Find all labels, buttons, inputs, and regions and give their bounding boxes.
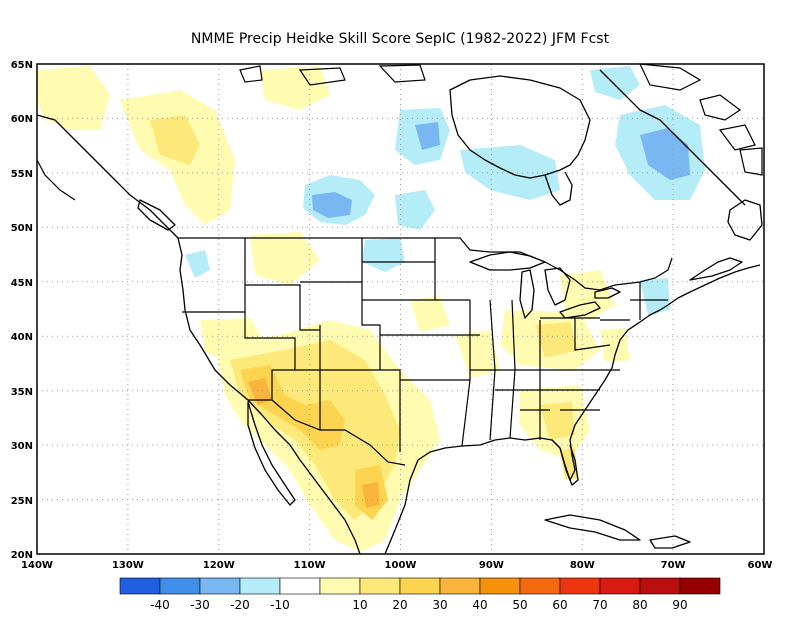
positive-skill-area bbox=[37, 66, 110, 130]
negative-skill-area bbox=[185, 250, 210, 278]
colorbar-swatch bbox=[439, 577, 481, 595]
figure-title: NMME Precip Heidke Skill Score SepIC (19… bbox=[191, 31, 610, 47]
latitude-label: 40N bbox=[11, 332, 33, 343]
colorbar-label: -20 bbox=[230, 598, 250, 612]
positive-skill-area bbox=[250, 232, 320, 285]
longitude-axis: 140W 130W 120W 110W 100W 90W 80W 70W 60W bbox=[21, 560, 772, 571]
colorbar-label: -30 bbox=[190, 598, 210, 612]
lake-ontario bbox=[594, 287, 621, 299]
lake-michigan bbox=[519, 269, 535, 319]
pacific-coastline bbox=[36, 114, 361, 555]
negative-skill-area bbox=[415, 122, 440, 150]
latitude-label: 65N bbox=[11, 60, 33, 71]
latitude-label: 60N bbox=[11, 114, 33, 125]
james-bay-coastline bbox=[544, 171, 573, 206]
longitude-label: 70W bbox=[661, 560, 686, 571]
negative-skill-area bbox=[395, 190, 435, 230]
colorbar-swatch bbox=[679, 577, 721, 595]
colorbar-label: -10 bbox=[270, 598, 290, 612]
positive-skill-area bbox=[150, 115, 200, 165]
longitude-label: 140W bbox=[21, 560, 53, 571]
negative-skill-area bbox=[312, 192, 352, 218]
colorbar-swatch bbox=[599, 577, 641, 595]
political-borders bbox=[36, 159, 673, 466]
colorbar-label: 20 bbox=[392, 598, 407, 612]
negative-skill-area bbox=[640, 128, 690, 180]
positive-skill-area bbox=[248, 378, 272, 405]
colorbar-label: 60 bbox=[552, 598, 567, 612]
colorbar-swatch bbox=[239, 577, 281, 595]
longitude-label: 60W bbox=[748, 560, 773, 571]
latitude-label: 45N bbox=[11, 278, 33, 289]
alaska-canada-border bbox=[36, 159, 76, 201]
map-frame bbox=[36, 63, 765, 555]
longitude-label: 90W bbox=[479, 560, 504, 571]
colorbar-swatch bbox=[159, 577, 201, 595]
positive-skill-area bbox=[540, 402, 575, 440]
colorbar-label: 30 bbox=[432, 598, 447, 612]
colorbar-label: -40 bbox=[150, 598, 170, 612]
colorbar-label: 40 bbox=[472, 598, 487, 612]
positive-skill-area bbox=[455, 330, 500, 378]
colorbar-label: 80 bbox=[632, 598, 647, 612]
negative-skill-area bbox=[590, 66, 640, 100]
skill-shading bbox=[37, 66, 705, 552]
baja-coastline bbox=[247, 401, 296, 506]
latitude-label: 25N bbox=[11, 496, 33, 507]
longitude-label: 130W bbox=[112, 560, 144, 571]
cuba-coastline bbox=[544, 514, 641, 541]
colorbar-swatch bbox=[119, 577, 161, 595]
longitude-label: 100W bbox=[385, 560, 417, 571]
hudson-bay-coastline bbox=[449, 75, 591, 179]
labrador-coastline bbox=[599, 69, 746, 206]
positive-skill-area bbox=[260, 66, 330, 110]
colorbar-swatch bbox=[279, 577, 321, 595]
northeast-coastline bbox=[667, 264, 761, 306]
us-canada-border bbox=[178, 237, 673, 291]
vancouver-island bbox=[137, 199, 176, 231]
colorbar-label: 50 bbox=[512, 598, 527, 612]
us-mexico-border bbox=[248, 399, 406, 466]
latitude-label: 55N bbox=[11, 169, 33, 180]
nova-scotia-coastline bbox=[689, 257, 743, 281]
positive-skill-area bbox=[535, 322, 578, 358]
colorbar-swatch bbox=[519, 577, 561, 595]
latitude-label: 30N bbox=[11, 441, 33, 452]
newfoundland-coastline bbox=[727, 199, 763, 241]
latitude-label: 50N bbox=[11, 223, 33, 234]
lake-huron bbox=[544, 267, 571, 306]
hispaniola-coastline bbox=[649, 535, 691, 549]
florida-coastline bbox=[551, 439, 579, 486]
colorbar-swatch bbox=[559, 577, 601, 595]
colorbar-label: 70 bbox=[592, 598, 607, 612]
colorbar-swatch bbox=[359, 577, 401, 595]
longitude-label: 120W bbox=[203, 560, 235, 571]
colorbar-swatch bbox=[639, 577, 681, 595]
colorbar: -40 -30 -20 -10 10 20 30 40 50 60 70 80 90 bbox=[119, 577, 721, 612]
colorbar-swatch bbox=[399, 577, 441, 595]
latitude-label: 35N bbox=[11, 387, 33, 398]
negative-skill-area bbox=[640, 278, 670, 315]
colorbar-label: 10 bbox=[352, 598, 367, 612]
positive-skill-area bbox=[362, 482, 380, 508]
positive-skill-area bbox=[410, 296, 450, 332]
colorbar-swatch bbox=[199, 577, 241, 595]
arctic-islands bbox=[239, 63, 763, 176]
latitude-axis: 65N 60N 55N 50N 45N 40N 35N 30N 25N 20N bbox=[11, 60, 33, 561]
latitude-label: 20N bbox=[11, 550, 33, 561]
longitude-label: 110W bbox=[294, 560, 326, 571]
negative-skill-area bbox=[362, 238, 405, 272]
colorbar-label: 90 bbox=[672, 598, 687, 612]
colorbar-swatch bbox=[319, 577, 361, 595]
longitude-label: 80W bbox=[570, 560, 595, 571]
map-panel bbox=[36, 63, 765, 555]
colorbar-swatch bbox=[479, 577, 521, 595]
